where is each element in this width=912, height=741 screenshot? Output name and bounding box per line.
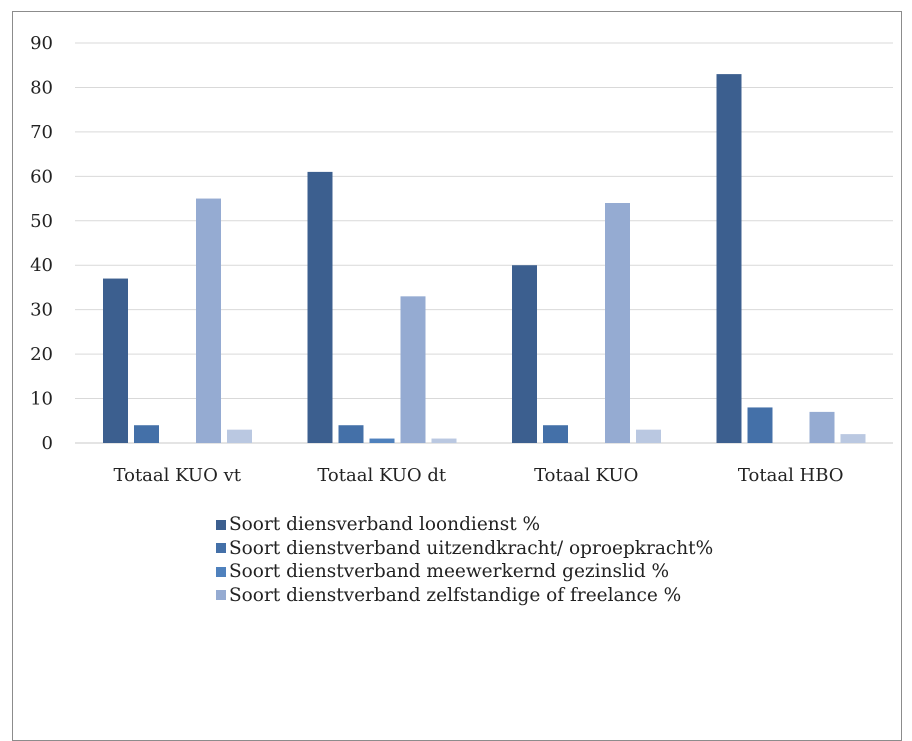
y-tick-label: 30 [30,300,53,321]
legend-swatch [216,590,226,601]
bar [338,425,364,443]
legend-swatch [216,543,226,554]
bars [103,74,866,443]
bar [307,171,333,443]
y-tick-label: 10 [30,389,53,410]
legend-item: Soort dienstverband meewerkernd gezinsli… [216,560,713,584]
legend-label: Soort dienstverband zelfstandige of free… [229,584,682,606]
y-tick-label: 60 [30,166,53,187]
y-tick-label: 0 [42,433,53,454]
bar [134,425,159,443]
bar [103,278,128,443]
legend-swatch [216,566,226,577]
legend: Soort diensverband loondienst % Soort die… [216,513,713,607]
bar [400,296,426,443]
y-tick-label: 70 [30,122,53,143]
y-tick-label: 50 [30,211,53,232]
x-tick-label: Totaal HBO [738,465,844,486]
y-axis-tick-labels: 0 10 20 30 40 50 60 70 80 90 [30,33,53,454]
bar [227,429,252,443]
y-tick-label: 40 [30,255,53,276]
bar [512,265,537,443]
legend-label: Soort dienstverband meewerkernd gezinsli… [229,561,670,582]
bar [747,407,773,443]
bar [605,203,630,443]
y-tick-label: 80 [30,77,53,98]
legend-item: Soort diensverband loondienst % [216,513,713,537]
legend-item: Soort dienstverband uitzendkracht/ oproe… [216,537,713,561]
legend-label: Soort dienstverband uitzendkracht/ oproe… [229,537,714,559]
bar [543,425,568,443]
bar [431,438,457,443]
bar [636,429,661,443]
legend-label: Soort diensverband loondienst % [229,514,541,535]
chart-frame [12,11,902,741]
x-tick-label: Totaal KUO vt [114,465,242,486]
bar [840,434,866,443]
y-tick-label: 20 [30,344,53,365]
legend-swatch [216,519,226,530]
x-tick-label: Totaal KUO dt [317,465,447,486]
bar [716,74,742,443]
x-tick-label: Totaal KUO [534,465,638,486]
bar [196,198,221,443]
y-tick-label: 90 [30,33,53,54]
bar [809,411,835,443]
bar [369,438,395,443]
legend-item: Soort dienstverband zelfstandige of free… [216,584,713,608]
x-axis-category-labels: Totaal KUO vt Totaal KUO dt Totaal KUO Tota… [114,465,844,486]
